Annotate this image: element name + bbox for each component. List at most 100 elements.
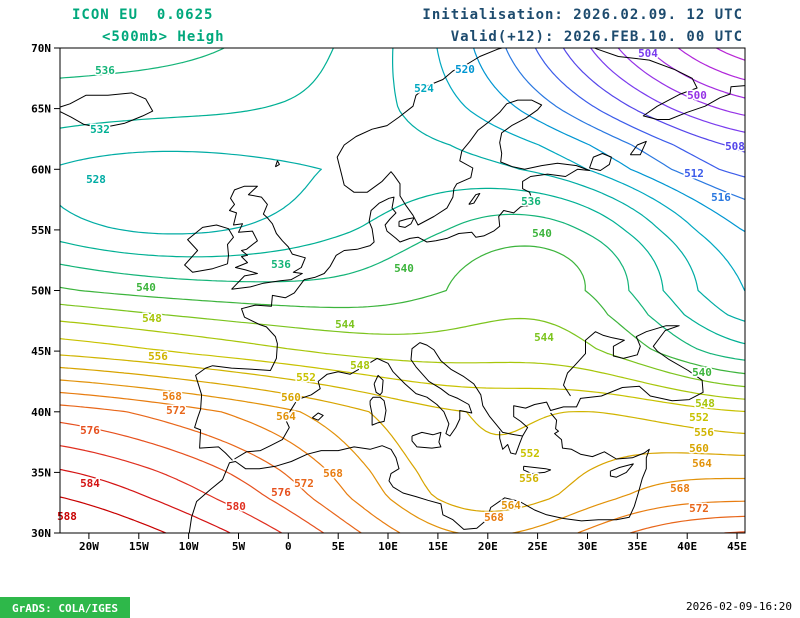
lon-tick-label: 20W [79,540,99,553]
coastline-path [194,48,745,461]
coastline-path [184,224,234,273]
coastline-path [523,465,552,475]
init-time-label: Initialisation: 2026.02.09. 12 UTC [422,7,743,23]
coastline-path [398,217,415,228]
contour-label-layer: 536 532 528 524 520 504 500 508 512 516 536 540 536 5… [56,46,747,526]
contour-line-568 [60,391,745,533]
contour-label: 540 [532,227,552,240]
contour-label: 540 [394,262,414,275]
lat-tick-label: 30N [31,527,51,540]
contour-line-520 [473,48,745,233]
contour-line-560 [60,366,745,512]
lat-tick-label: 65N [31,103,51,116]
contour-label: 564 [501,499,521,512]
coastline-path [188,412,650,533]
contour-line-588 [60,496,167,533]
axis-layer: 20W 15W 10W 5W 0 5E 10E 15E 20E 25E 30E 35E 40E 45E 70… [31,42,747,553]
grads-stamp-text: GrADS: COLA/IGES [12,602,118,615]
coastline-path [369,396,387,426]
contour-label: 524 [414,82,434,95]
contour-label: 572 [689,502,709,515]
contour-label: 508 [725,140,745,153]
coastline-path [609,463,634,478]
lon-tick-label: 30E [578,540,598,553]
contour-line-536 [60,48,745,361]
contour-line-516 [505,48,745,201]
map-frame [59,47,746,534]
contour-label: 504 [638,47,658,60]
lon-tick-label: 15W [129,540,149,553]
contour-label: 556 [694,426,714,439]
coastline-layer [60,48,745,533]
contour-label: 556 [519,472,539,485]
contour-label: 548 [695,397,715,410]
lat-tick-label: 50N [31,285,51,298]
valid-time-label: Valid(+12): 2026.FEB.10. 00 UTC [451,29,743,45]
contour-line-512 [534,48,745,178]
coastline-path [229,185,306,290]
lon-tick-label: 35E [627,540,647,553]
contour-label: 544 [335,318,355,331]
contour-label: 560 [281,391,301,404]
contour-label: 584 [80,477,100,490]
contour-label: 580 [226,500,246,513]
contour-line-532 [60,48,745,345]
lat-tick-label: 35N [31,466,51,479]
contour-label: 568 [484,511,504,524]
contour-label: 552 [520,447,540,460]
lon-tick-label: 25E [528,540,548,553]
coastline-path [60,92,154,129]
contour-label: 512 [684,167,704,180]
contour-line-492 [677,48,745,81]
coastline-path [311,412,324,421]
contour-label: 572 [294,477,314,490]
coastline-path [274,160,280,168]
contour-line-576 [60,421,745,533]
contour-label: 540 [692,366,712,379]
contour-label: 532 [90,123,110,136]
contour-label: 516 [711,191,731,204]
contour-label: 536 [271,258,291,271]
lon-tick-label: 5W [232,540,246,553]
field-title: <500mb> Heigh [102,29,225,45]
contour-layer [60,48,745,533]
contour-label: 564 [276,410,296,423]
coastline-path [589,153,612,171]
creation-timestamp: 2026-02-09-16:20 [686,600,792,613]
contour-line-564 [60,379,745,533]
contour-label: 528 [86,173,106,186]
contour-line-556 [60,354,745,436]
contour-line-528 [60,48,745,322]
coastline-path [411,431,442,449]
coastline-path [234,342,524,460]
contour-line-572 [60,404,745,533]
lon-tick-label: 10E [378,540,398,553]
contour-label: 572 [166,404,186,417]
model-title: ICON EU 0.0625 [72,7,213,23]
lat-tick-label: 55N [31,224,51,237]
contour-label: 548 [142,312,162,325]
lon-tick-label: 10W [179,540,199,553]
contour-label: 520 [455,63,475,76]
grads-stamp-background [0,597,130,618]
coastline-path [468,193,481,205]
contour-label: 540 [136,281,156,294]
lon-tick-label: 45E [727,540,747,553]
contour-label: 568 [670,482,690,495]
contour-label: 560 [689,442,709,455]
contour-line-488 [715,48,745,61]
coastline-path [513,325,704,437]
contour-line-584 [60,468,231,533]
contour-line-548 [60,320,745,400]
contour-line-540 [60,245,745,375]
lat-tick-label: 40N [31,406,51,419]
lon-tick-label: 20E [478,540,498,553]
lat-tick-label: 45N [31,345,51,358]
contour-label: 552 [296,371,316,384]
contour-label: 500 [687,89,707,102]
contour-label: 556 [148,350,168,363]
contour-label: 552 [689,411,709,424]
lon-tick-label: 15E [428,540,448,553]
